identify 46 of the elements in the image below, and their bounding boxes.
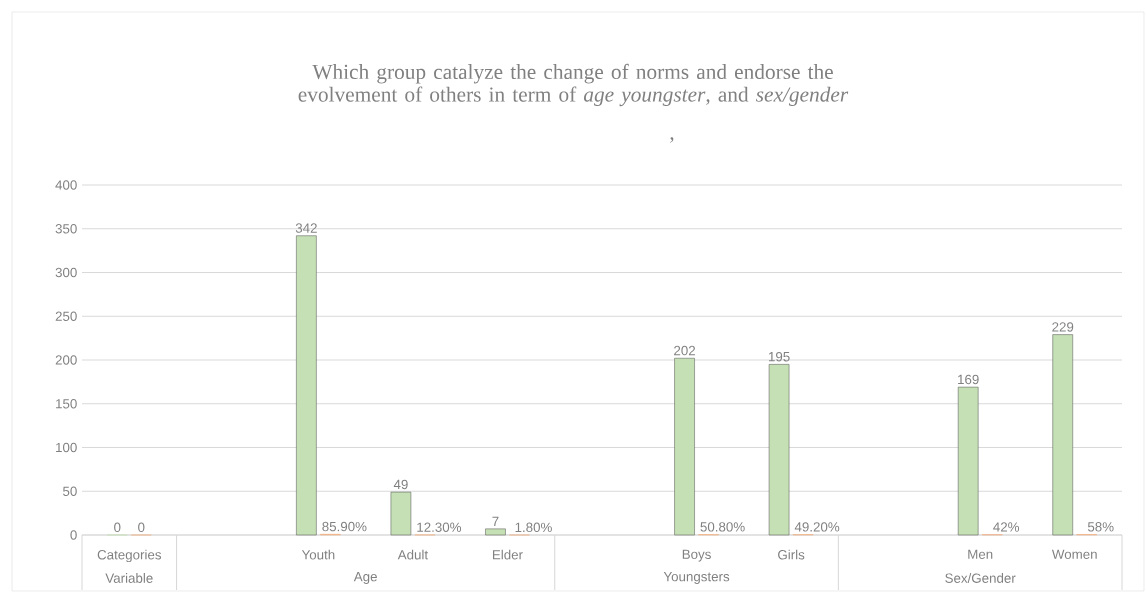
- bar: [390, 491, 412, 536]
- data-label: 49.20%: [794, 522, 840, 532]
- bar: [674, 357, 695, 536]
- data-label: 0: [138, 522, 145, 533]
- data-label: 342: [295, 223, 317, 233]
- data-label: 12.30%: [417, 522, 462, 532]
- y-tick-label: 0: [70, 530, 77, 540]
- bar: [957, 386, 979, 536]
- bar: [485, 528, 506, 536]
- x-tick-label: Boys: [682, 549, 711, 562]
- x-tick-label: Men: [968, 549, 993, 559]
- x-tick-label: Girls: [778, 549, 805, 560]
- data-label: 229: [1052, 322, 1074, 332]
- y-tick-label: 350: [55, 224, 77, 234]
- y-tick-label: 100: [56, 442, 77, 453]
- data-label: 0: [114, 522, 121, 533]
- bar: [768, 364, 790, 536]
- chart-title: Which group catalyze the change of norms and endorse the evolvement of others in term of age youngster, and sex/gender: [298, 63, 849, 107]
- data-label: 58%: [1087, 522, 1114, 532]
- y-tick-label: 250: [55, 311, 77, 321]
- data-label: 202: [674, 345, 696, 356]
- data-label: 169: [958, 374, 979, 385]
- text: Youngsters: [663, 572, 730, 584]
- data-label: 1.80%: [515, 522, 552, 533]
- text: Sex/Gender: [945, 573, 1016, 583]
- y-tick-label: 200: [55, 355, 77, 365]
- text: Variable: [105, 573, 153, 583]
- data-label: 85.90%: [322, 521, 367, 532]
- y-tick-label: 300: [55, 267, 77, 278]
- data-label: 195: [769, 351, 790, 362]
- y-tick-label: 400: [55, 180, 77, 190]
- x-tick-label: Elder: [492, 549, 523, 560]
- y-tick-label: 150: [56, 399, 77, 409]
- data-label: 42%: [993, 522, 1020, 532]
- x-tick-label: Categories: [97, 549, 162, 563]
- data-label: 7: [492, 516, 499, 526]
- y-tick-label: 50: [63, 486, 77, 496]
- x-tick-label: Youth: [301, 549, 335, 560]
- bar: [1052, 334, 1073, 536]
- x-tick-label: Adult: [397, 549, 429, 560]
- data-label: 50.80%: [700, 522, 745, 532]
- text: Age: [353, 572, 377, 584]
- bar: [296, 235, 317, 536]
- text: ,: [670, 137, 674, 143]
- data-label: 49: [393, 479, 408, 490]
- x-tick-label: Women: [1051, 549, 1097, 559]
